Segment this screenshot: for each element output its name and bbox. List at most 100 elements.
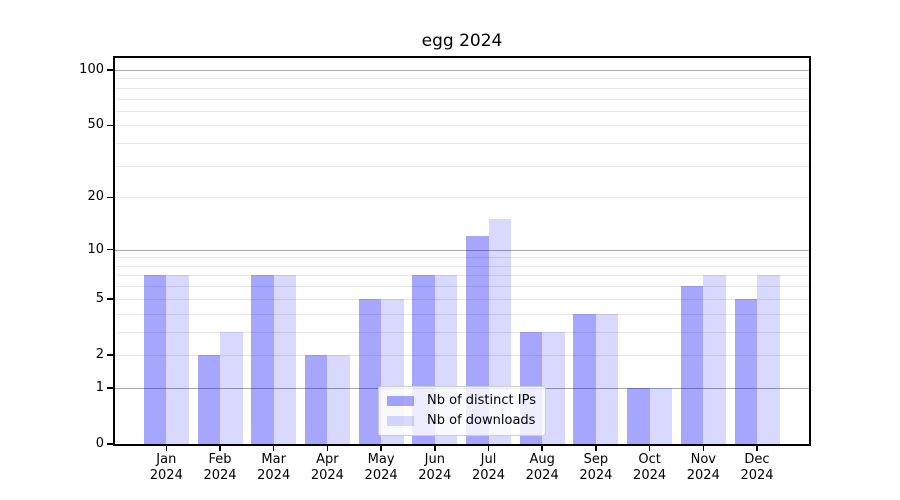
minor-gridline: [115, 354, 809, 356]
bar-distinct-ips: [358, 298, 382, 444]
bar-distinct-ips: [304, 354, 328, 444]
y-tick-mark: [107, 196, 114, 199]
y-tick-label: 10: [87, 241, 104, 257]
y-tick-mark: [107, 124, 114, 127]
x-tick-mark: [595, 444, 597, 451]
x-tick-month: Jan: [156, 452, 177, 467]
legend-swatch-downloads: [387, 416, 415, 426]
minor-gridline: [115, 197, 809, 199]
x-tick-mark: [756, 444, 758, 451]
x-tick-year: 2024: [310, 468, 344, 483]
minor-gridline: [115, 257, 809, 259]
x-tick-mark: [219, 444, 221, 451]
plot-area: Nb of distinct IPs Nb of downloads: [115, 58, 809, 444]
minor-gridline: [115, 313, 809, 315]
bar-distinct-ips: [627, 387, 650, 444]
y-tick-label: 5: [95, 290, 104, 306]
x-tick-mark: [487, 444, 490, 451]
y-tick-label: 50: [87, 117, 104, 133]
y-tick-label: 1: [95, 379, 104, 395]
x-tick-year: 2024: [686, 468, 720, 483]
minor-gridline: [115, 286, 809, 288]
bar-downloads: [220, 331, 243, 444]
bar-downloads: [757, 275, 780, 444]
y-tick-label: 0: [95, 436, 104, 451]
x-tick-year: 2024: [633, 468, 667, 483]
x-tick-mark: [648, 444, 651, 451]
bar-distinct-ips: [573, 313, 596, 444]
x-tick-month: Oct: [638, 452, 661, 467]
x-tick-year: 2024: [525, 468, 559, 483]
y-tick-label: 2: [95, 346, 104, 362]
legend: Nb of distinct IPs Nb of downloads: [378, 386, 546, 436]
minor-gridline: [115, 98, 809, 100]
x-tick-month: Jul: [480, 452, 497, 467]
x-tick-month: Aug: [529, 452, 555, 467]
x-tick-month: Apr: [316, 452, 339, 467]
minor-gridline: [115, 125, 809, 127]
x-tick-month: Feb: [208, 452, 232, 467]
x-tick-month: Dec: [744, 452, 770, 467]
x-tick-mark: [380, 444, 382, 451]
legend-item-downloads: Nb of downloads: [387, 413, 536, 429]
x-tick-mark: [434, 444, 436, 451]
y-tick-label: 20: [87, 189, 104, 205]
y-tick-mark: [107, 248, 114, 251]
x-tick-month: Mar: [261, 452, 286, 467]
x-tick-label: Oct 2024: [610, 452, 690, 484]
y-tick-mark: [107, 443, 114, 445]
x-tick-year: 2024: [149, 468, 183, 483]
x-tick-mark: [272, 444, 275, 451]
bar-distinct-ips: [197, 354, 220, 444]
bar-distinct-ips: [143, 275, 167, 444]
y-tick-label: 100: [79, 61, 104, 77]
minor-gridline: [115, 165, 809, 167]
chart-title: egg 2024: [421, 31, 503, 51]
y-tick-mark: [107, 387, 114, 389]
bar-distinct-ips: [251, 275, 274, 444]
x-tick-label: Aug 2024: [502, 452, 582, 484]
minor-gridline: [115, 275, 809, 277]
bar-distinct-ips: [734, 298, 757, 444]
x-tick-mark: [326, 444, 329, 451]
minor-gridline: [115, 143, 809, 145]
x-tick-year: 2024: [418, 468, 452, 483]
x-tick-label: Dec 2024: [717, 452, 797, 484]
x-tick-year: 2024: [471, 468, 506, 483]
x-tick-year: 2024: [579, 468, 613, 483]
minor-gridline: [115, 331, 809, 333]
major-gridline: [115, 249, 809, 251]
legend-swatch-distinct-ips: [387, 396, 415, 406]
legend-label-downloads: Nb of downloads: [427, 413, 536, 428]
x-tick-year: 2024: [203, 468, 237, 483]
minor-gridline: [115, 265, 809, 267]
x-tick-mark: [165, 444, 168, 451]
bar-downloads: [327, 354, 350, 444]
minor-gridline: [115, 298, 809, 300]
minor-gridline: [115, 78, 809, 80]
x-tick-mark: [702, 444, 705, 451]
y-tick-mark: [107, 69, 114, 71]
x-tick-label: May 2024: [341, 452, 421, 484]
bar-downloads: [649, 387, 673, 444]
x-tick-year: 2024: [364, 468, 398, 483]
x-tick-label: Feb 2024: [180, 452, 260, 484]
x-tick-year: 2024: [740, 468, 774, 483]
x-tick-label: Mar 2024: [234, 452, 314, 484]
x-tick-month: Nov: [690, 452, 716, 467]
x-tick-month: Jun: [424, 452, 445, 467]
bar-downloads: [542, 331, 565, 444]
x-tick-label: Jul 2024: [449, 452, 529, 484]
y-tick-mark: [107, 354, 114, 356]
x-tick-mark: [541, 444, 543, 451]
bar-downloads: [703, 275, 726, 444]
x-tick-label: Sep 2024: [556, 452, 636, 484]
minor-gridline: [115, 87, 809, 89]
legend-label-distinct-ips: Nb of distinct IPs: [427, 393, 536, 408]
x-tick-label: Apr 2024: [287, 452, 367, 484]
x-tick-month: Sep: [583, 452, 609, 467]
x-tick-year: 2024: [257, 468, 291, 483]
x-tick-label: Jun 2024: [395, 452, 475, 484]
x-tick-label: Jan 2024: [126, 452, 206, 484]
